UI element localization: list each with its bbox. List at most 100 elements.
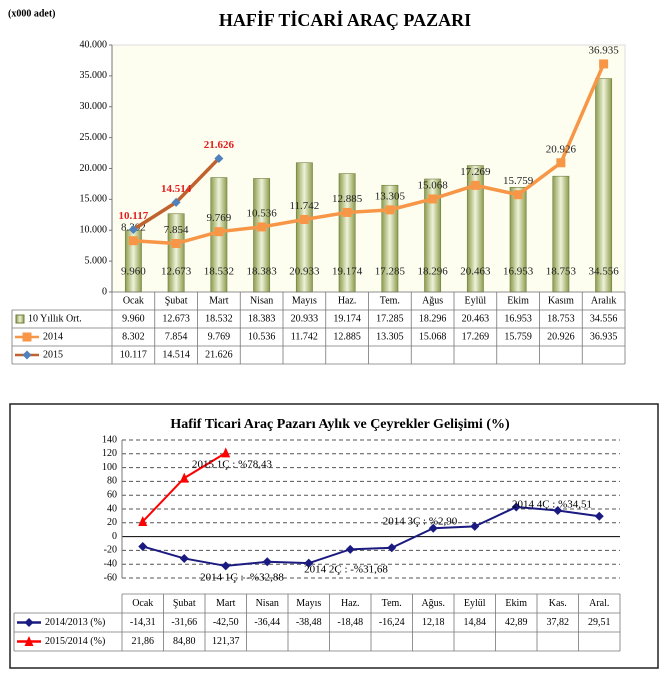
legend-label: 2015: [43, 349, 63, 360]
marker: [221, 561, 231, 571]
marker: [128, 236, 138, 246]
x-tick-label: Haz.: [341, 598, 360, 609]
data-label: 21.626: [204, 139, 235, 151]
table-cell: 34.556: [590, 313, 618, 324]
marker: [171, 239, 181, 249]
table-cell: 84,80: [173, 636, 196, 647]
marker: [428, 523, 438, 533]
marker: [262, 557, 272, 567]
table-cell: -42,50: [213, 617, 239, 628]
marker: [179, 472, 189, 483]
table-cell: 15.068: [419, 331, 447, 342]
x-tick-label: Eylül: [465, 295, 487, 306]
unit-label: (x000 adet): [8, 8, 56, 19]
data-label: 14.514: [161, 183, 192, 195]
marker: [214, 227, 224, 237]
table-cell: -38,48: [296, 617, 322, 628]
table-cell: 21.626: [205, 349, 233, 360]
table-cell: 121,37: [212, 636, 240, 647]
table-cell: 18.296: [419, 313, 447, 324]
annotation: 2014 3Ç : %2,90: [383, 516, 458, 528]
data-label: 9.769: [207, 212, 232, 224]
x-tick-label: Tem.: [380, 295, 400, 306]
x-tick-label: Ocak: [123, 295, 144, 306]
table-cell: 36.935: [590, 331, 618, 342]
plot-area: [111, 44, 626, 293]
table-cell: 10.117: [120, 349, 147, 360]
table-cell: 29,51: [588, 617, 611, 628]
data-label: 9.960: [121, 266, 146, 278]
annotation: 2014 4Ç : %34,51: [512, 499, 592, 511]
table-cell: 18.383: [248, 313, 276, 324]
x-tick-label: Nisan: [256, 598, 279, 609]
legend-marker: [24, 636, 34, 646]
marker: [138, 516, 148, 527]
table-cell: 16.953: [504, 313, 532, 324]
marker: [342, 207, 352, 217]
marker: [299, 214, 309, 224]
x-tick-label: Aralık: [591, 295, 617, 306]
table-cell: -31,66: [171, 617, 197, 628]
table-cell: 7.854: [165, 331, 188, 342]
data-label: 19.174: [332, 266, 363, 278]
annotation: 2014 2Ç : -%31,68: [304, 564, 388, 576]
data-label: 18.296: [418, 266, 449, 278]
legend-marker: [22, 332, 32, 342]
table-cell: 15.759: [504, 331, 532, 342]
chart-title: Hafif Ticari Araç Pazarı Aylık ve Çeyrek…: [170, 417, 510, 432]
marker: [128, 225, 138, 235]
marker: [214, 153, 224, 163]
marker: [304, 558, 314, 568]
table-cell: 12.673: [162, 313, 190, 324]
y-tick-label: 120: [102, 448, 117, 459]
x-tick-label: Ekim: [507, 295, 529, 306]
table-cell: 9.769: [208, 331, 231, 342]
x-tick-label: Ağus.: [421, 598, 445, 609]
x-tick-label: Tem.: [382, 598, 402, 609]
marker: [221, 447, 231, 458]
y-tick-label: 20.000: [80, 163, 108, 174]
y-tick-label: 15.000: [80, 194, 108, 205]
data-label: 15.759: [503, 175, 534, 187]
marker: [428, 194, 438, 204]
table-cell: 37,82: [547, 617, 570, 628]
y-tick-label: 25.000: [80, 132, 108, 143]
table-cell: 11.742: [291, 331, 318, 342]
y-tick-label: -60: [104, 572, 117, 583]
data-label: 17.269: [460, 166, 491, 178]
x-tick-label: Kasım: [548, 295, 574, 306]
table-cell: 20.463: [462, 313, 490, 324]
y-tick-label: 30.000: [80, 101, 108, 112]
marker: [556, 158, 566, 168]
data-label: 17.285: [375, 266, 406, 278]
table-cell: 21,86: [132, 636, 155, 647]
x-tick-label: Eylül: [464, 598, 486, 609]
table-cell: 13.305: [376, 331, 404, 342]
chart-frame: [9, 403, 659, 669]
y-tick-label: 0: [102, 286, 107, 297]
table-cell: -14,31: [130, 617, 156, 628]
y-tick-label: 10.000: [80, 225, 108, 236]
x-tick-label: Kas.: [549, 598, 567, 609]
chart-title: HAFİF TİCARİ ARAÇ PAZARI: [219, 10, 471, 30]
x-tick-label: Ocak: [132, 598, 153, 609]
data-label: 11.742: [289, 200, 319, 212]
marker: [257, 222, 267, 232]
x-tick-label: Şubat: [165, 295, 188, 306]
legend-swatch: [15, 314, 25, 324]
table-cell: 12,18: [422, 617, 445, 628]
data-label: 36.935: [589, 44, 620, 56]
table-cell: -16,24: [379, 617, 405, 628]
table-cell: -36,44: [254, 617, 280, 628]
data-label: 10.536: [247, 207, 278, 219]
legend-marker: [24, 618, 34, 627]
legend-label: 2015/2014 (%): [45, 636, 105, 647]
table-cell: 9.960: [122, 313, 145, 324]
y-tick-label: 0: [112, 531, 117, 542]
x-tick-label: Şubat: [173, 598, 196, 609]
table-cell: 18.532: [205, 313, 233, 324]
data-label: 12.885: [332, 193, 363, 205]
table-cell: 19.174: [333, 313, 361, 324]
marker: [553, 506, 563, 516]
data-label: 20.463: [460, 266, 491, 278]
